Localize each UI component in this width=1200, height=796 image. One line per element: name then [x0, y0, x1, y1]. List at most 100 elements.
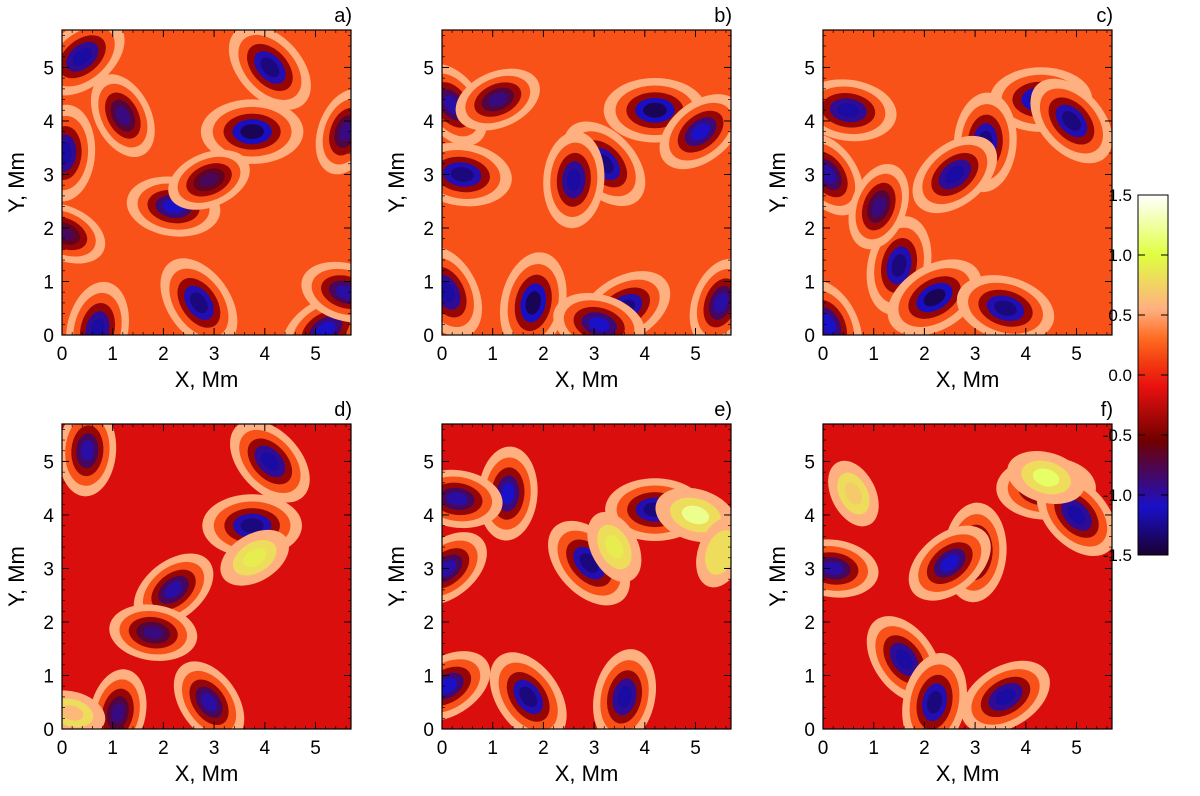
- heatmap-panel-2: 0 1 2 3 4 5 0 1 2 3 4 5 X, Mm Y, Mm b): [384, 5, 732, 392]
- x-tick-label: 2: [538, 738, 549, 759]
- colorbar-tick-label: -1.5: [1103, 546, 1132, 565]
- contour-level: [338, 121, 351, 142]
- plot-frame: [441, 423, 732, 730]
- contour-level: [62, 705, 84, 721]
- heatmap-feature: [848, 163, 909, 250]
- heatmap-feature: [173, 661, 245, 729]
- plot-frame: [822, 29, 1113, 336]
- panel-label: f): [1101, 399, 1113, 421]
- contour-level: [681, 505, 710, 525]
- heatmap-feature: [908, 525, 991, 601]
- contour-level: [450, 167, 474, 182]
- contour-level: [823, 314, 836, 335]
- y-tick-label: 5: [423, 58, 434, 79]
- y-axis-label: Y, Mm: [384, 152, 409, 213]
- contour-level: [199, 172, 219, 187]
- x-tick-label: 2: [158, 344, 169, 365]
- y-tick-label: 4: [804, 506, 815, 527]
- heatmap-feature: [228, 30, 311, 110]
- heatmap-feature: [499, 252, 567, 335]
- x-tick-label: 3: [970, 344, 981, 365]
- contour-level: [895, 649, 913, 670]
- contour-level: [315, 321, 336, 335]
- contour-level: [72, 47, 93, 66]
- heatmap-feature: [587, 512, 642, 583]
- x-tick-label: 5: [1071, 344, 1082, 365]
- contour-level: [566, 168, 581, 191]
- x-tick-label: 1: [107, 344, 118, 365]
- y-tick-label: 3: [423, 559, 434, 580]
- heatmap-feature: [956, 275, 1055, 335]
- y-tick-label: 5: [423, 452, 434, 473]
- y-tick-label: 5: [43, 58, 54, 79]
- x-axis-label: X, Mm: [936, 761, 1000, 786]
- heatmap-feature: [828, 460, 879, 527]
- contour-level: [240, 124, 264, 140]
- contour-level: [488, 92, 508, 107]
- heatmap-feature: [90, 74, 155, 157]
- x-tick-label: 3: [209, 738, 220, 759]
- contour-level: [891, 254, 907, 277]
- heatmap-feature: [442, 142, 512, 207]
- y-tick-label: 0: [43, 326, 54, 347]
- y-tick-label: 1: [43, 272, 54, 293]
- contour-level: [617, 685, 632, 708]
- x-tick-label: 4: [1021, 344, 1032, 365]
- heatmap-feature: [593, 649, 657, 729]
- heatmap-field: [823, 424, 1112, 729]
- contour-level: [80, 440, 95, 462]
- contour-level: [994, 300, 1017, 316]
- heatmap-panel-5: 0 1 2 3 4 5 0 1 2 3 4 5 X, Mm Y, Mm e): [384, 399, 732, 786]
- contour-level: [501, 482, 515, 505]
- x-tick-label: 2: [919, 344, 930, 365]
- contour-level: [923, 288, 946, 307]
- contour-level: [605, 535, 624, 560]
- contour-level: [643, 102, 667, 118]
- heatmap-feature: [230, 424, 310, 503]
- x-tick-label: 5: [310, 738, 321, 759]
- y-tick-label: 1: [804, 272, 815, 293]
- y-tick-label: 0: [804, 720, 815, 741]
- contour-level: [62, 226, 74, 241]
- contour-level: [164, 581, 183, 599]
- heatmap-feature: [301, 261, 351, 323]
- heatmap-panel-4: 0 1 2 3 4 5 0 1 2 3 4 5 X, Mm Y, Mm d): [4, 399, 352, 786]
- heatmap-feature: [823, 79, 897, 142]
- y-tick-label: 1: [804, 666, 815, 687]
- contour-level: [823, 561, 844, 576]
- colorbar-tick-label: 1.0: [1108, 246, 1132, 265]
- heatmap-feature: [961, 660, 1050, 729]
- contour-level: [240, 518, 264, 533]
- plot-frame: [61, 423, 352, 730]
- y-tick-label: 2: [804, 613, 815, 634]
- heatmap-feature: [89, 669, 147, 729]
- x-tick-label: 3: [209, 344, 220, 365]
- contour-level: [335, 285, 351, 300]
- heatmap-panel-6: 0 1 2 3 4 5 0 1 2 3 4 5 X, Mm Y, Mm f): [765, 399, 1113, 786]
- heatmap-feature: [442, 246, 483, 335]
- contour-level: [1061, 111, 1081, 131]
- contour-level: [442, 281, 456, 303]
- contour-level: [691, 123, 711, 141]
- y-tick-label: 3: [423, 165, 434, 186]
- x-tick-label: 5: [690, 738, 701, 759]
- contour-level: [871, 196, 886, 217]
- contour-level: [90, 318, 105, 335]
- x-tick-label: 0: [437, 344, 448, 365]
- heatmap-feature: [62, 203, 106, 264]
- x-tick-label: 4: [260, 738, 271, 759]
- x-tick-label: 1: [487, 738, 498, 759]
- x-tick-label: 5: [1071, 738, 1082, 759]
- x-tick-label: 1: [868, 344, 879, 365]
- x-tick-label: 4: [640, 344, 651, 365]
- contour-level: [713, 292, 729, 314]
- panel-label: e): [714, 399, 732, 421]
- heatmap-field: [62, 424, 351, 729]
- contour-level: [446, 492, 468, 506]
- x-tick-label: 0: [437, 738, 448, 759]
- contour-level: [1067, 505, 1086, 525]
- y-tick-label: 5: [804, 452, 815, 473]
- y-tick-label: 4: [423, 506, 434, 527]
- heatmap-feature: [543, 131, 605, 229]
